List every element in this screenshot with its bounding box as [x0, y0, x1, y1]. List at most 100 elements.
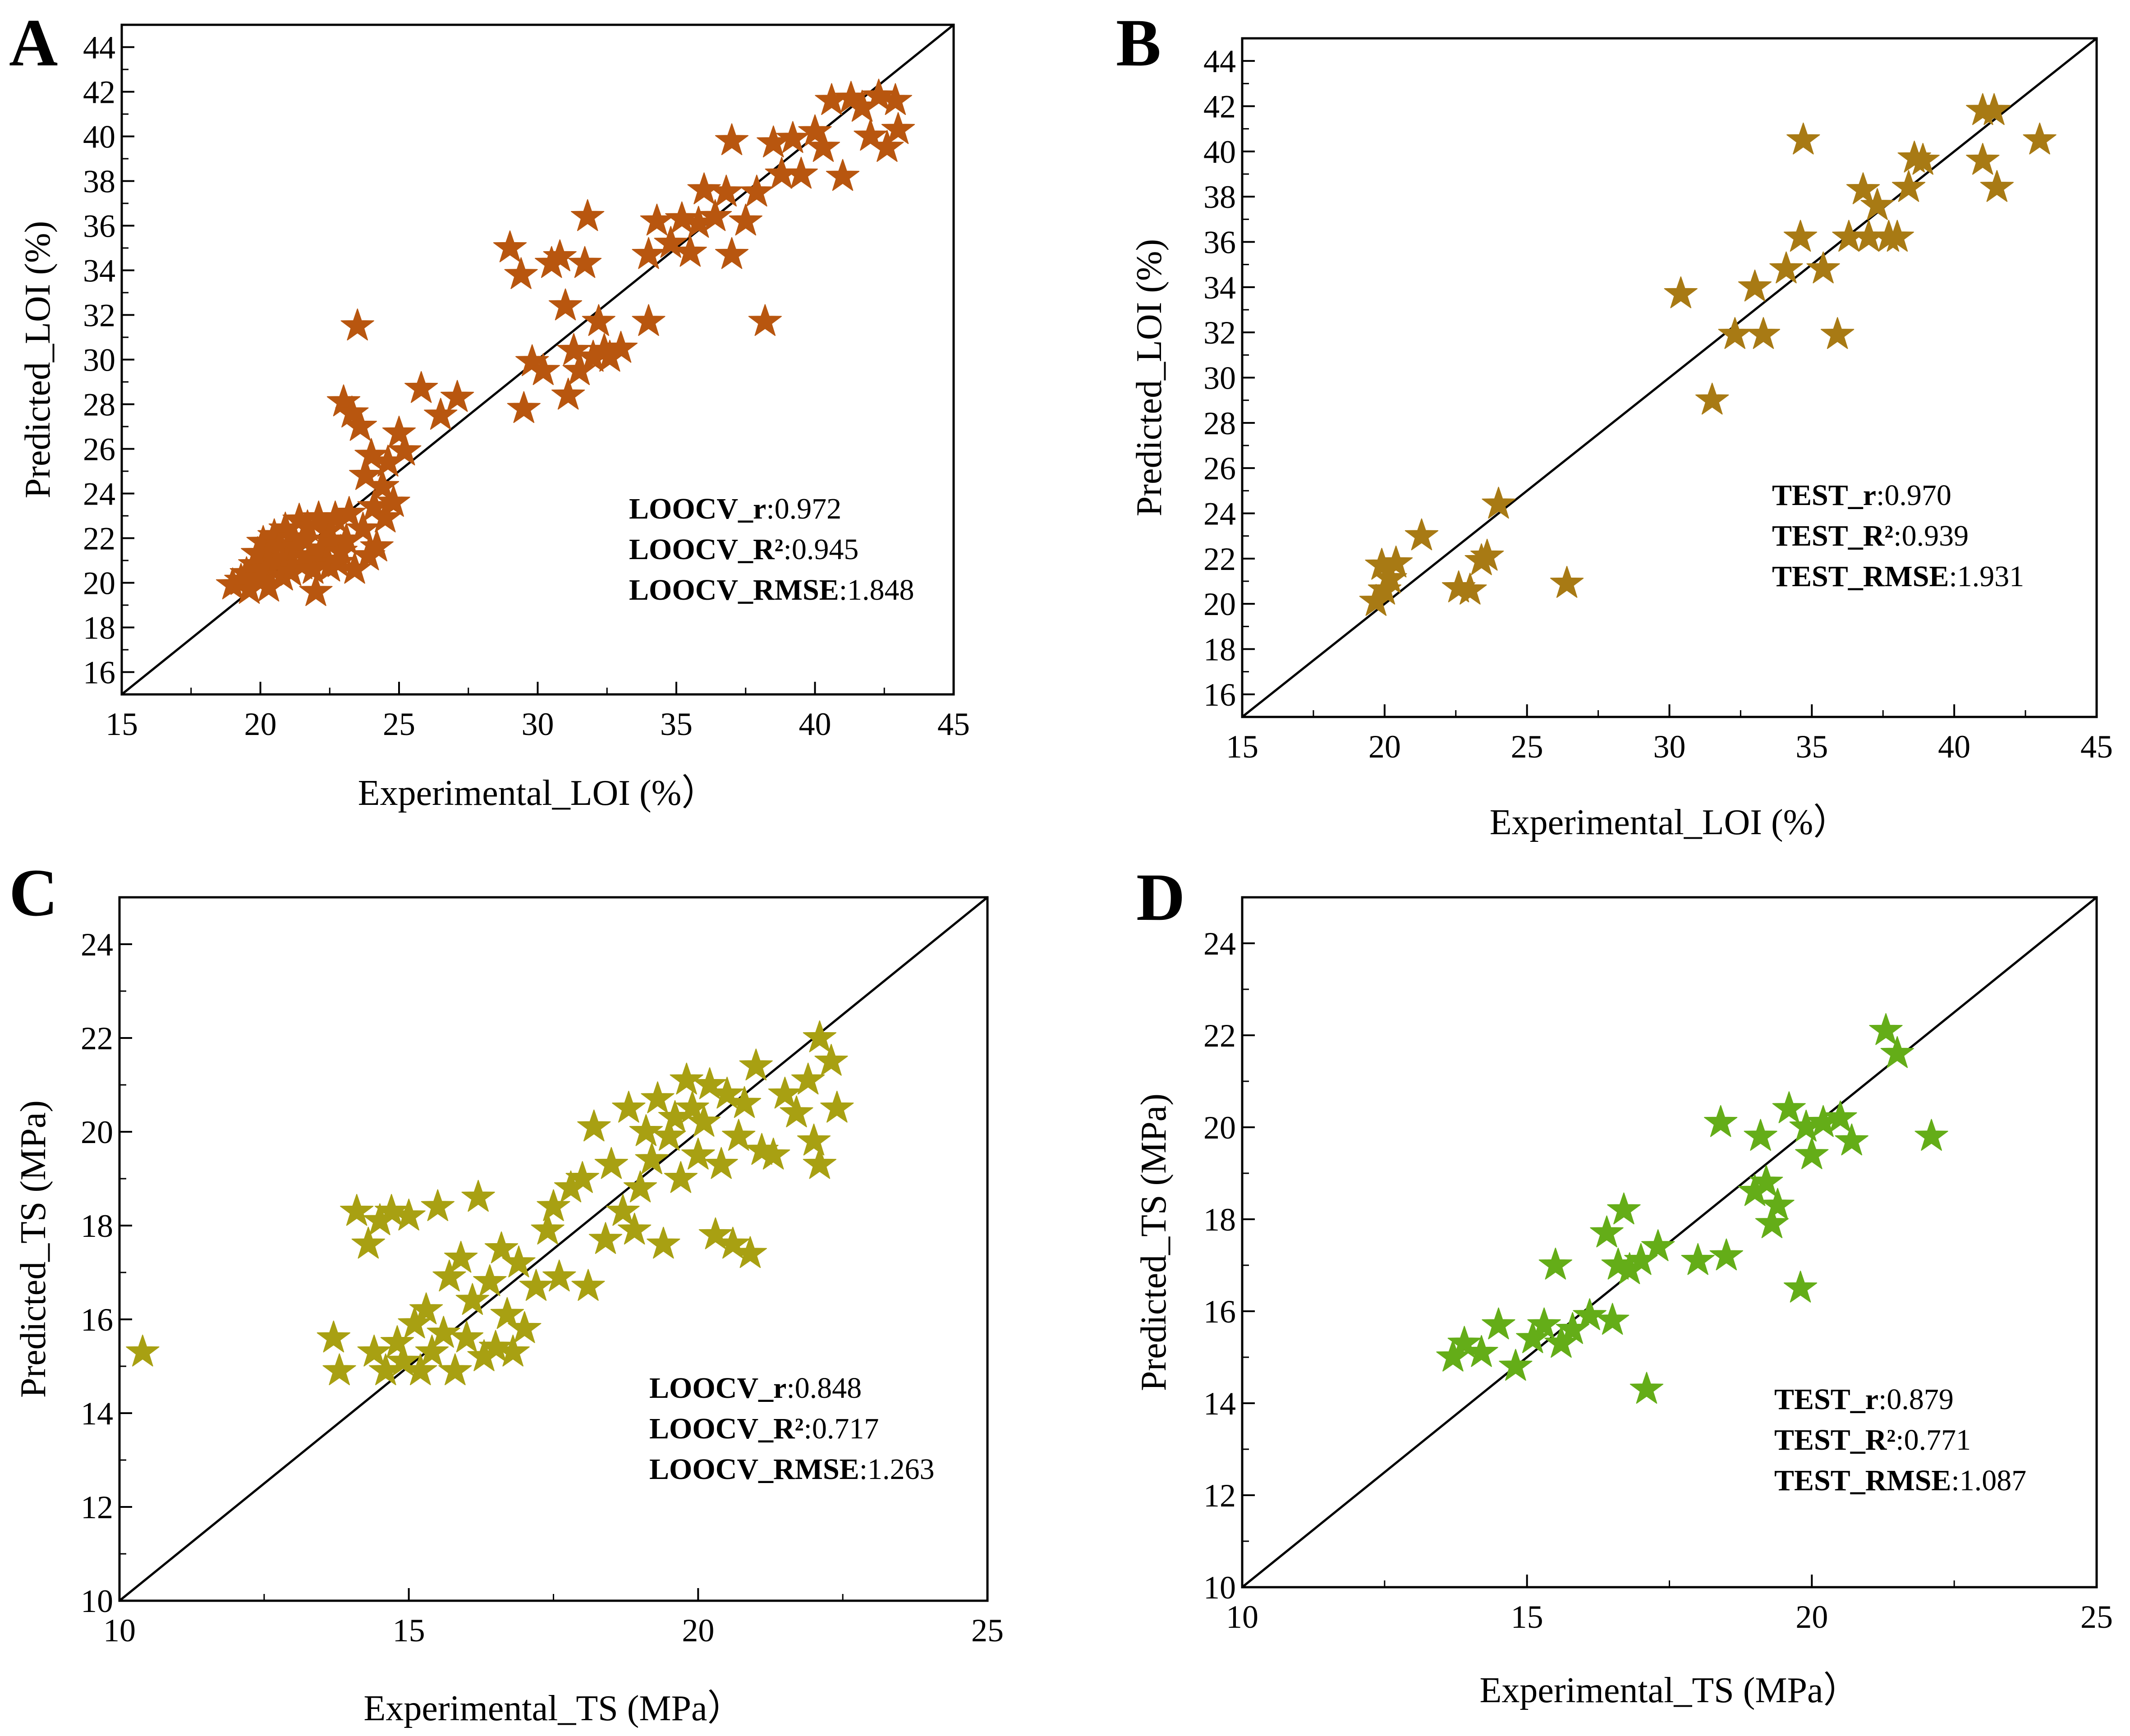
data-point-star [1641, 1229, 1675, 1261]
stat-key: LOOCV_r [629, 492, 766, 525]
stat-annotation: TEST_r:0.879 [1774, 1383, 1954, 1416]
stat-key: LOOCV_R² [629, 533, 783, 566]
data-point-star [1516, 1321, 1550, 1353]
panel-letter: A [9, 5, 58, 80]
data-point-star [641, 1081, 675, 1113]
data-point-star [670, 1062, 703, 1095]
x-tick-label: 20 [244, 706, 277, 742]
y-tick-label: 12 [1203, 1478, 1236, 1514]
data-point-star [386, 1344, 420, 1376]
data-point-star [1823, 1100, 1857, 1133]
y-tick-label: 36 [83, 208, 115, 244]
stat-key: LOOCV_RMSE [629, 574, 839, 606]
data-point-star [502, 1245, 536, 1277]
data-point-star [803, 1147, 836, 1179]
data-point-star [404, 1353, 437, 1386]
data-point-star [1738, 269, 1772, 302]
data-point-star [1664, 276, 1698, 308]
data-point-star [424, 398, 458, 430]
y-tick-label: 10 [81, 1583, 113, 1619]
data-point-star [709, 175, 743, 207]
y-tick-label: 24 [1203, 496, 1236, 532]
data-point-star [784, 156, 818, 189]
chart-panel-a: A 15 20 25 30 35 40 45 16 18 20 22 24 26 28 30 32 34 36 38 4… [9, 5, 970, 813]
data-point-star [604, 331, 638, 363]
data-point-star [1590, 1215, 1624, 1248]
data-point-star [421, 1189, 454, 1222]
data-point-star [780, 1095, 813, 1128]
data-point-star [1499, 1349, 1533, 1381]
data-point-star [360, 529, 394, 561]
data-point-star [376, 485, 410, 517]
y-tick-label: 20 [1203, 1110, 1236, 1146]
chart-panel-d: D 10 15 20 25 10 12 14 16 18 20 22 24 Experimental_TS… [1134, 860, 2113, 1710]
stat-value: :0.717 [803, 1412, 879, 1445]
data-point-star [375, 1194, 409, 1226]
data-point-star [571, 199, 605, 231]
data-point-star [1482, 1307, 1515, 1340]
data-point-star [881, 112, 915, 144]
data-point-star [826, 159, 860, 191]
data-point-star [398, 1306, 432, 1339]
data-point-star [1914, 1119, 1948, 1151]
data-point-star [1544, 1326, 1578, 1358]
stat-annotation: TEST_r:0.970 [1772, 479, 1951, 512]
panel-letter: D [1136, 860, 1185, 935]
data-point-star [542, 1259, 576, 1292]
data-point-star [687, 1105, 721, 1137]
y-tick-label: 18 [1203, 632, 1236, 668]
stat-value: :1.087 [1951, 1464, 2026, 1497]
x-tick-label: 20 [1795, 1599, 1828, 1635]
x-tick-label: 40 [1938, 729, 1970, 765]
data-point-star [1379, 545, 1413, 578]
data-point-star [1453, 573, 1487, 605]
stat-key: TEST_R² [1774, 1424, 1896, 1456]
y-tick-label: 14 [81, 1396, 113, 1432]
data-point-star [1709, 1238, 1743, 1271]
data-point-star [623, 1170, 657, 1203]
data-point-star [340, 1194, 374, 1226]
data-point-star [748, 304, 782, 336]
stat-annotation: LOOCV_r:0.848 [649, 1372, 862, 1405]
data-point-star [346, 511, 380, 544]
data-point-star [368, 501, 402, 533]
data-point-star [1806, 251, 1840, 284]
stat-key: TEST_r [1774, 1383, 1878, 1416]
data-point-star [126, 1334, 160, 1367]
identity-line [119, 896, 988, 1602]
data-point-star [681, 1138, 715, 1170]
stat-key: TEST_R² [1772, 519, 1893, 552]
data-point-star [321, 545, 355, 577]
data-point-star [490, 1297, 524, 1329]
stat-annotation: LOOCV_r:0.972 [629, 492, 841, 525]
y-tick-label: 22 [83, 521, 115, 557]
data-point-star [335, 395, 369, 427]
data-point-star [392, 1199, 426, 1231]
data-point-star [357, 1334, 391, 1367]
data-point-star [1821, 317, 1855, 349]
x-axis-title: Experimental_TS (MPa） [363, 1689, 743, 1728]
data-point-star [526, 353, 560, 385]
y-tick-label: 32 [83, 298, 115, 334]
x-tick-label: 45 [2080, 729, 2113, 765]
x-tick-label: 15 [106, 706, 138, 742]
identity-line [1241, 37, 2098, 718]
data-point-star [343, 409, 377, 441]
data-point-star [415, 1334, 449, 1367]
data-point-star [2023, 122, 2057, 155]
x-tick-label: 25 [383, 706, 415, 742]
data-point-star [461, 1180, 495, 1212]
data-point-star [798, 114, 832, 147]
data-point-star [1880, 220, 1914, 252]
x-axis-title: Experimental_LOI (%） [358, 773, 718, 813]
x-tick-label: 25 [1511, 729, 1543, 765]
data-point-star [878, 83, 912, 115]
data-point-star [1860, 188, 1894, 220]
data-point-star [479, 1330, 513, 1362]
data-point-star [1695, 382, 1729, 415]
data-point-star [508, 1311, 542, 1343]
data-point-star [1977, 93, 2011, 125]
data-point-star [1447, 1326, 1481, 1358]
data-point-star [427, 1316, 460, 1348]
data-point-star [349, 458, 383, 490]
